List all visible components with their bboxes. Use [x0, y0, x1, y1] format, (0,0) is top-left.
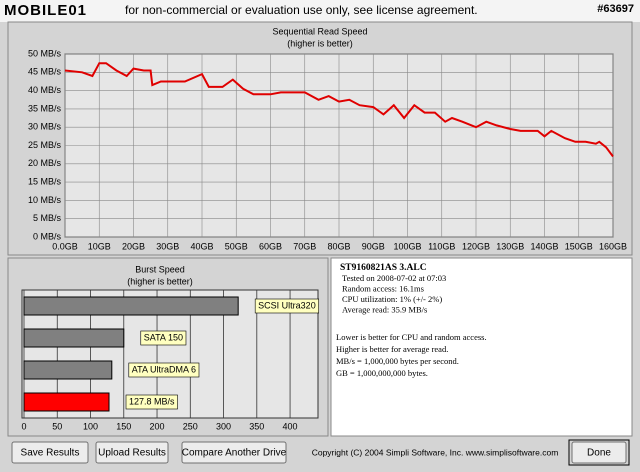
- image-id: #63697: [597, 3, 634, 15]
- x-tick-label: 60GB: [259, 241, 282, 251]
- label-box: [128, 362, 200, 378]
- button-label: Done: [587, 448, 611, 459]
- bar-label: 127.8 MB/s: [125, 394, 178, 410]
- x-tick-label: 250: [183, 421, 198, 431]
- bar-label-text: SCSI Ultra320: [258, 300, 316, 310]
- y-tick-label: 0 MB/s: [33, 231, 62, 241]
- x-tick-label: 80GB: [327, 241, 350, 251]
- x-tick-label: 150: [116, 421, 131, 431]
- button-face: [181, 441, 287, 464]
- button[interactable]: Upload Results: [95, 441, 169, 464]
- y-tick-label: 20 MB/s: [28, 158, 62, 168]
- label-box: [125, 394, 178, 410]
- y-tick-label: 25 MB/s: [28, 140, 62, 150]
- read-speed-line: [64, 62, 614, 158]
- chart-subtitle: (higher is better): [127, 276, 193, 286]
- notice: for non-commercial or evaluation use onl…: [125, 3, 478, 17]
- done-button[interactable]: Done: [571, 441, 627, 464]
- button-face: [95, 441, 169, 464]
- y-tick-label: 45 MB/s: [28, 67, 62, 77]
- button[interactable]: Save Results: [11, 441, 89, 464]
- bar-label-text: SATA 150: [144, 332, 183, 342]
- x-tick-label: 100: [83, 421, 98, 431]
- bar: [23, 392, 110, 412]
- x-tick-label: 100GB: [393, 241, 421, 251]
- y-tick-label: 10 MB/s: [28, 195, 62, 205]
- y-tick-label: 40 MB/s: [28, 85, 62, 95]
- button-label: Save Results: [21, 448, 80, 459]
- done-focus: [568, 439, 630, 466]
- chart-subtitle: (higher is better): [287, 38, 353, 48]
- y-tick-label: 35 MB/s: [28, 103, 62, 113]
- bar: [23, 296, 239, 316]
- x-tick-label: 50: [52, 421, 62, 431]
- info-panel: [330, 257, 633, 437]
- y-tick-label: 30 MB/s: [28, 122, 62, 132]
- bar-label: SATA 150: [140, 330, 187, 346]
- bar: [23, 360, 113, 380]
- copyright: Copyright (C) 2004 Simpli Software, Inc.…: [312, 447, 559, 457]
- y-tick-label: 50 MB/s: [28, 48, 62, 58]
- bar-label-text: ATA UltraDMA 6: [132, 364, 196, 374]
- x-tick-label: 0.0GB: [52, 241, 78, 251]
- x-tick-label: 50GB: [225, 241, 248, 251]
- info-line: Average read: 35.9 MB/s: [342, 304, 427, 314]
- x-tick-label: 110GB: [428, 241, 455, 251]
- label-box: [140, 330, 187, 346]
- x-tick-label: 350: [249, 421, 264, 431]
- x-tick-label: 90GB: [362, 241, 385, 251]
- y-tick-label: 15 MB/s: [28, 176, 62, 186]
- x-tick-label: 120GB: [462, 241, 490, 251]
- chart-title: Burst Speed: [135, 264, 185, 274]
- info-note: Lower is better for CPU and random acces…: [336, 332, 487, 342]
- button[interactable]: Compare Another Drive: [181, 441, 287, 464]
- x-tick-label: 20GB: [122, 241, 145, 251]
- x-tick-label: 400: [283, 421, 298, 431]
- bar-label: SCSI Ultra320: [254, 298, 320, 314]
- top-bar: [0, 0, 640, 22]
- x-tick-label: 160GB: [599, 241, 627, 251]
- button-label: Compare Another Drive: [182, 448, 287, 459]
- x-tick-label: 130GB: [496, 241, 524, 251]
- x-tick-label: 140GB: [530, 241, 558, 251]
- button-face: [11, 441, 89, 464]
- x-tick-label: 0: [21, 421, 26, 431]
- label-box: [254, 298, 320, 314]
- x-tick-label: 150GB: [565, 241, 593, 251]
- x-tick-label: 40GB: [190, 241, 213, 251]
- button-label: Upload Results: [98, 448, 166, 459]
- chart-title: Sequential Read Speed: [272, 26, 367, 36]
- button-face: [571, 441, 627, 464]
- bar-label-text: 127.8 MB/s: [129, 396, 175, 406]
- info-line: Tested on 2008-07-02 at 07:03: [342, 273, 446, 283]
- bar: [23, 328, 125, 348]
- x-tick-label: 30GB: [156, 241, 179, 251]
- info-note: Higher is better for average read.: [336, 344, 448, 354]
- x-tick-label: 300: [216, 421, 231, 431]
- x-tick-label: 70GB: [293, 241, 316, 251]
- logo: MOBILE01: [4, 2, 87, 19]
- info-note: GB = 1,000,000,000 bytes.: [336, 368, 428, 378]
- x-tick-label: 200: [150, 421, 165, 431]
- info-note: MB/s = 1,000,000 bytes per second.: [336, 356, 459, 366]
- bar-label: ATA UltraDMA 6: [128, 362, 200, 378]
- x-tick-label: 10GB: [88, 241, 111, 251]
- info-line: Random access: 16.1ms: [342, 283, 424, 293]
- drive-name: ST9160821AS 3.ALC: [340, 263, 427, 273]
- y-tick-label: 5 MB/s: [33, 213, 62, 223]
- info-line: CPU utilization: 1% (+/- 2%): [342, 294, 442, 304]
